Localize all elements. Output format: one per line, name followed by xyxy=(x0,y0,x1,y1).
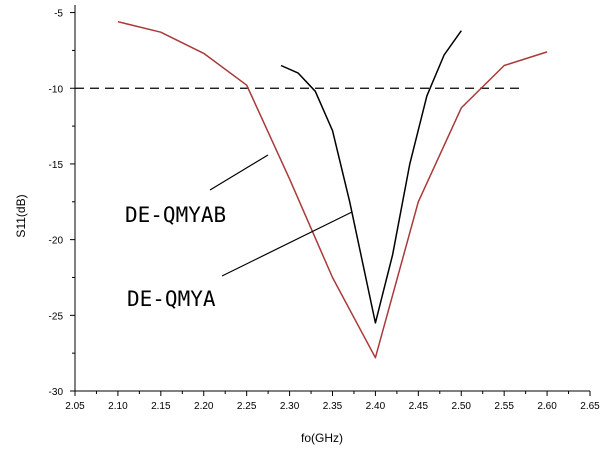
annotation-label-de-qmyab: DE-QMYAB xyxy=(125,203,226,227)
y-axis-label: S11(dB) xyxy=(14,194,28,237)
annotation-label-de-qmya: DE-QMYA xyxy=(127,287,216,311)
x-ticks: 2.05 2.10 2.15 2.20 2.25 2.30 2.35 2.40 2.45 2.50… xyxy=(65,391,600,412)
x-tick-label: 2.45 xyxy=(409,401,429,412)
x-tick-label: 2.50 xyxy=(452,401,472,412)
annotations-group: DE-QMYAB DE-QMYA xyxy=(125,154,353,311)
x-tick-label: 2.25 xyxy=(237,401,257,412)
x-tick-label: 2.30 xyxy=(280,401,300,412)
x-axis-label: fo(GHz) xyxy=(301,431,343,445)
x-tick-label: 2.10 xyxy=(108,401,128,412)
x-tick-label: 2.55 xyxy=(494,401,514,412)
x-tick-label: 2.65 xyxy=(580,401,600,412)
y-tick-label: -30 xyxy=(49,387,64,398)
y-ticks: -5 -10 -15 -20 -25 -30 xyxy=(49,9,75,398)
x-tick-label: 2.20 xyxy=(194,401,214,412)
series-line-de-qmya xyxy=(280,30,462,324)
x-tick-label: 2.05 xyxy=(65,401,85,412)
y-tick-label: -5 xyxy=(54,9,63,20)
x-tick-label: 2.40 xyxy=(366,401,386,412)
series-group xyxy=(117,20,548,359)
y-tick-label: -10 xyxy=(49,84,64,95)
x-tick-label: 2.15 xyxy=(151,401,171,412)
x-tick-label: 2.60 xyxy=(537,401,557,412)
y-tick-label: -20 xyxy=(49,236,64,247)
y-tick-label: -25 xyxy=(49,311,64,322)
y-tick-label: -15 xyxy=(49,160,64,171)
annotation-leader-de-qmya xyxy=(221,211,353,277)
annotation-leader-de-qmyab xyxy=(209,154,269,191)
x-tick-label: 2.35 xyxy=(323,401,343,412)
series-line-de-qmyab xyxy=(117,20,548,359)
